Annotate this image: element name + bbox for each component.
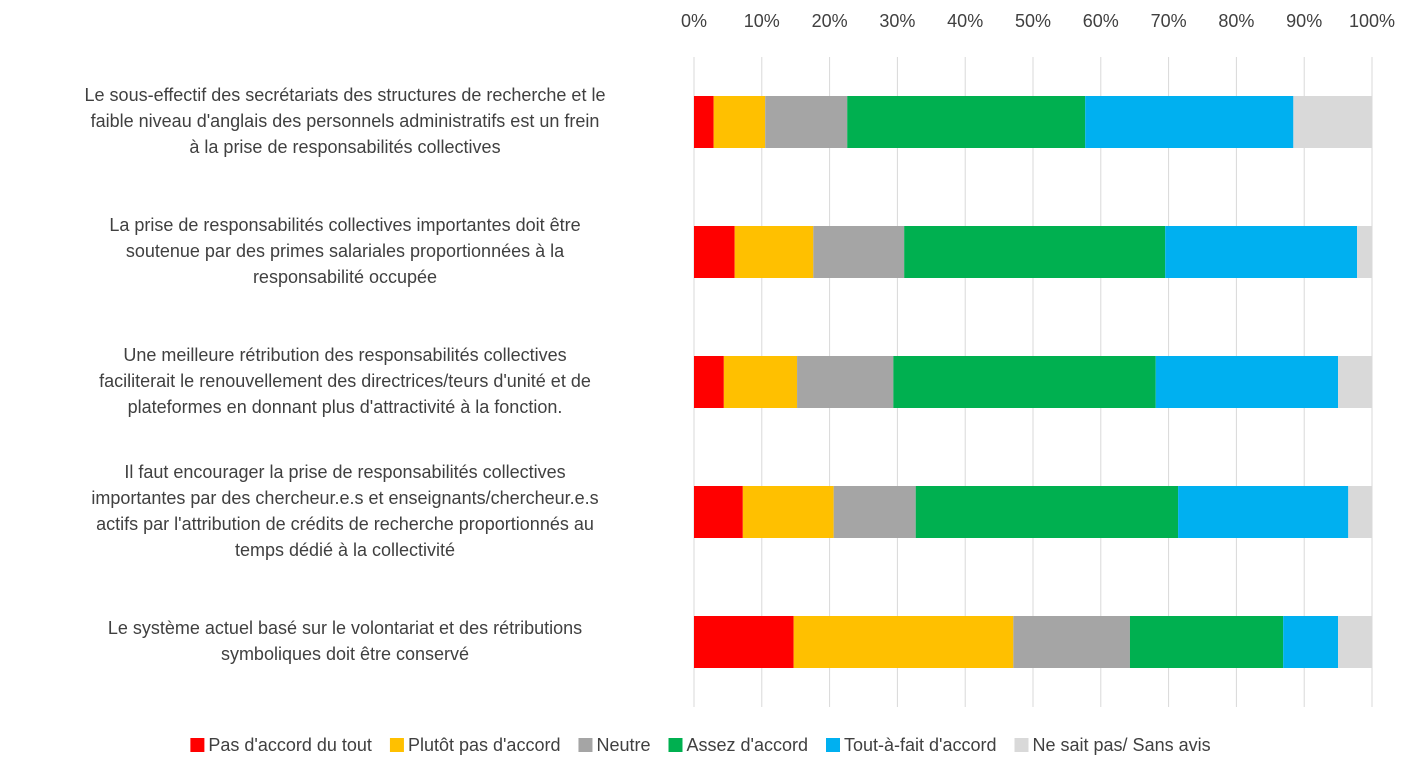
category-label: Il faut encourager la prise de responsab… — [124, 462, 565, 482]
x-tick-label: 80% — [1218, 11, 1254, 31]
bar-segment — [694, 356, 724, 408]
legend-label: Tout-à-fait d'accord — [844, 735, 997, 755]
legend-swatch — [1014, 738, 1029, 752]
bar-segment — [915, 486, 1179, 538]
bar-segment — [847, 96, 1086, 148]
x-tick-label: 10% — [744, 11, 780, 31]
category-label: faciliterait le renouvellement des direc… — [99, 371, 591, 391]
bar-segment — [734, 226, 814, 278]
bar-segment — [713, 96, 766, 148]
x-tick-label: 70% — [1151, 11, 1187, 31]
legend-label: Ne sait pas/ Sans avis — [1033, 735, 1211, 755]
legend-label: Pas d'accord du tout — [208, 735, 372, 755]
bar-segment — [1129, 616, 1284, 668]
bar-segment — [793, 616, 1014, 668]
x-tick-label: 40% — [947, 11, 983, 31]
legend-swatch — [389, 738, 404, 752]
x-tick-label: 60% — [1083, 11, 1119, 31]
category-label: temps dédié à la collectivité — [235, 540, 455, 560]
bar-segment — [694, 96, 714, 148]
category-label: symboliques doit être conservé — [221, 644, 469, 664]
category-label: importantes par des chercheur.e.s et ens… — [91, 488, 598, 508]
bar-segment — [1338, 616, 1372, 668]
category-label: Le sous-effectif des secrétariats des st… — [85, 85, 606, 105]
bar-segment — [1085, 96, 1294, 148]
x-tick-label: 50% — [1015, 11, 1051, 31]
bar-segment — [742, 486, 834, 538]
category-label: Une meilleure rétribution des responsabi… — [123, 345, 566, 365]
x-tick-label: 0% — [681, 11, 707, 31]
x-tick-label: 30% — [879, 11, 915, 31]
legend-swatch — [578, 738, 593, 752]
bar-segment — [833, 486, 916, 538]
category-label: Le système actuel basé sur le volontaria… — [108, 618, 582, 638]
category-label: à la prise de responsabilités collective… — [189, 137, 500, 157]
bar-segment — [765, 96, 848, 148]
bar-segment — [1165, 226, 1358, 278]
bar-segment — [1178, 486, 1349, 538]
bar-segment — [893, 356, 1156, 408]
bar-segment — [813, 226, 905, 278]
category-label: faible niveau d'anglais des personnels a… — [91, 111, 600, 131]
legend-swatch — [826, 738, 840, 752]
bar-segment — [1283, 616, 1339, 668]
category-label: soutenue par des primes salariales propo… — [126, 241, 565, 261]
category-label: La prise de responsabilités collectives … — [109, 215, 580, 235]
category-label: actifs par l'attribution de crédits de r… — [96, 514, 594, 534]
bar-segment — [1348, 486, 1372, 538]
bar-segment — [694, 616, 794, 668]
bar-segment — [904, 226, 1166, 278]
x-tick-label: 90% — [1286, 11, 1322, 31]
bar-segment — [694, 486, 743, 538]
bar-segment — [797, 356, 894, 408]
bar-segment — [1338, 356, 1372, 408]
bar-segment — [1013, 616, 1130, 668]
legend-swatch — [668, 738, 683, 752]
legend-label: Neutre — [596, 735, 650, 755]
category-label: responsabilité occupée — [253, 267, 437, 287]
legend-label: Plutôt pas d'accord — [408, 735, 561, 755]
bar-segment — [723, 356, 798, 408]
legend-swatch — [190, 738, 205, 752]
x-tick-label: 100% — [1349, 11, 1395, 31]
bar-segment — [1293, 96, 1372, 148]
x-tick-label: 20% — [812, 11, 848, 31]
bar-segment — [694, 226, 735, 278]
bar-segment — [1155, 356, 1339, 408]
legend-label: Assez d'accord — [687, 735, 809, 755]
bar-segment — [1357, 226, 1372, 278]
category-label: plateformes en donnant plus d'attractivi… — [128, 397, 563, 417]
